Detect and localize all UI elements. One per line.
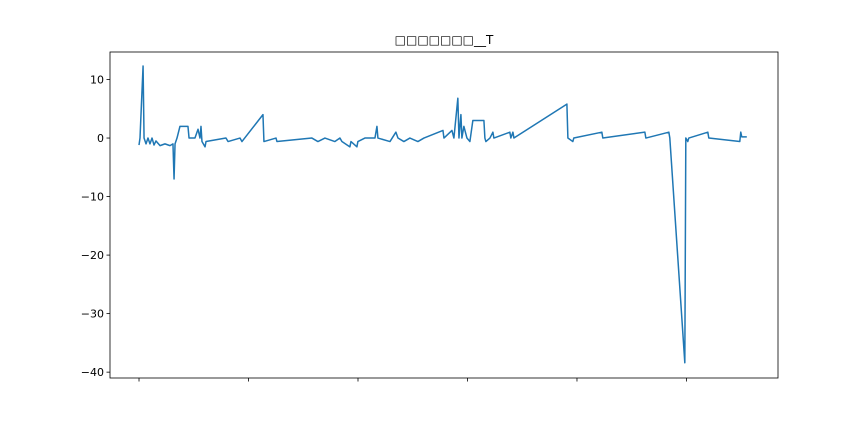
- data-line: [138, 65, 747, 364]
- y-tick-label: −10: [81, 191, 104, 204]
- y-tick-label: −40: [81, 366, 104, 379]
- chart-title: □□□□□□□__T: [395, 33, 494, 47]
- y-tick-label: −20: [81, 249, 104, 262]
- plot-area: [109, 51, 779, 379]
- y-tick-label: 0: [97, 132, 104, 145]
- y-tick-label: 10: [90, 74, 104, 87]
- y-tick-label: −30: [81, 308, 104, 321]
